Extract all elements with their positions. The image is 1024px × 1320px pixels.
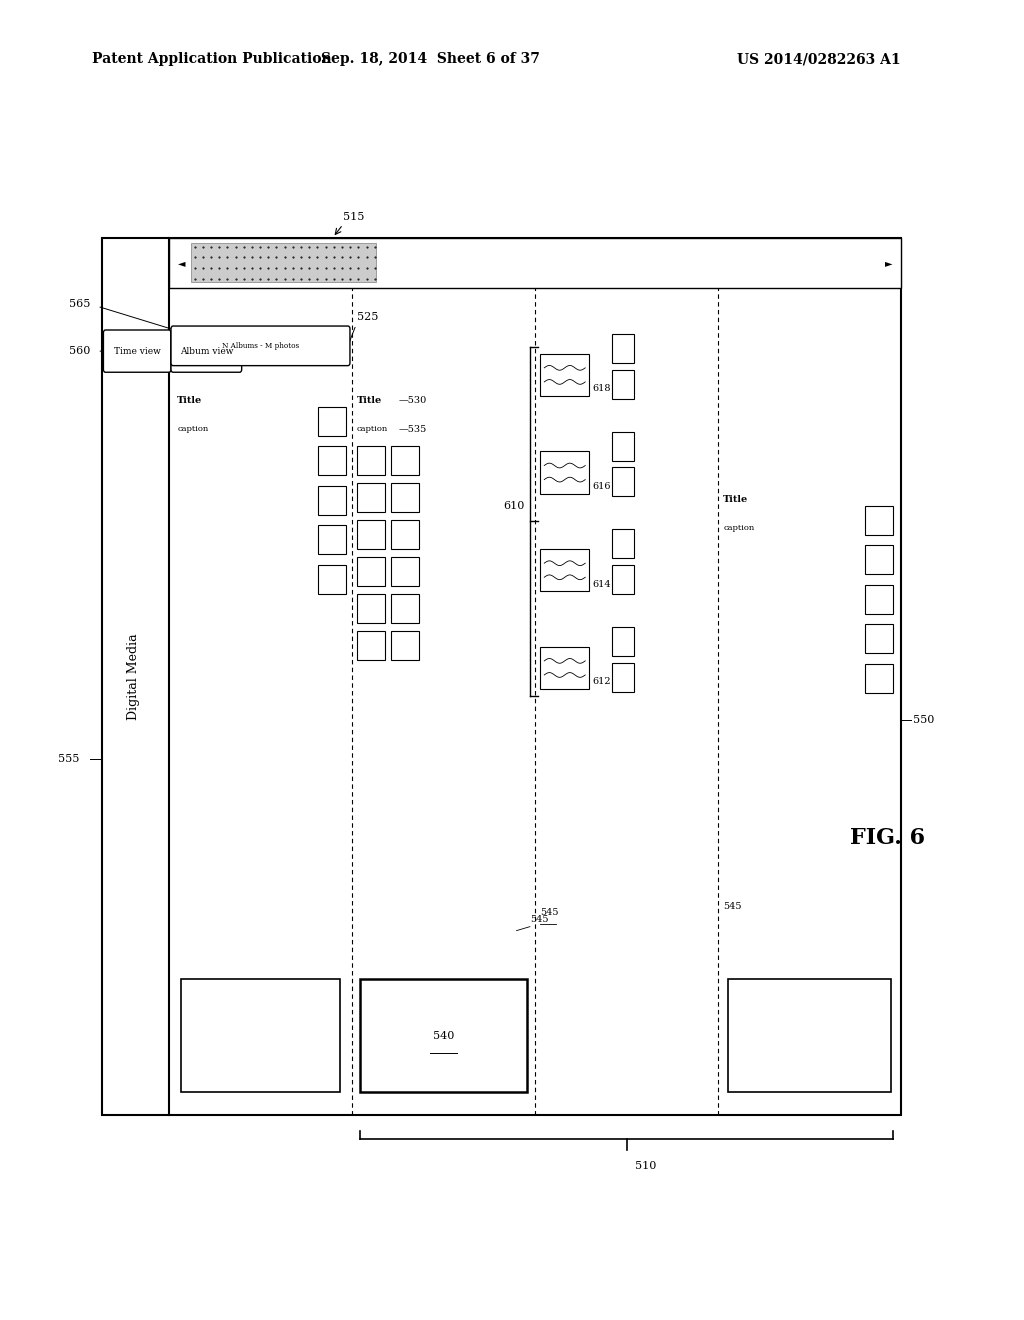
Text: caption: caption [723, 524, 755, 532]
Bar [318, 565, 346, 594]
Bar [865, 585, 893, 614]
Bar [612, 467, 635, 496]
Bar [865, 506, 893, 535]
Text: ◄: ◄ [177, 257, 185, 268]
Text: Title: Title [357, 396, 382, 405]
Bar [102, 238, 901, 1115]
Text: Title: Title [177, 396, 203, 405]
Text: 560: 560 [69, 346, 90, 356]
Bar [612, 627, 635, 656]
Text: caption: caption [357, 425, 388, 433]
Bar [391, 594, 419, 623]
Bar [865, 545, 893, 574]
Text: 565: 565 [69, 298, 90, 309]
Text: Time view: Time view [114, 347, 161, 355]
Text: FIG. 6: FIG. 6 [850, 828, 925, 849]
Bar [541, 451, 590, 494]
Text: Title: Title [723, 495, 749, 504]
Bar [541, 354, 590, 396]
Bar [169, 238, 901, 288]
Bar [391, 446, 419, 475]
Text: 515: 515 [343, 211, 365, 222]
Text: 545: 545 [530, 915, 549, 924]
Text: Album view: Album view [179, 347, 233, 355]
Text: 610: 610 [504, 500, 525, 511]
Text: 618: 618 [593, 384, 611, 393]
Text: caption: caption [177, 425, 209, 433]
Bar [391, 557, 419, 586]
Bar [360, 979, 526, 1092]
Text: Patent Application Publication: Patent Application Publication [92, 53, 332, 66]
Text: ►: ► [885, 257, 893, 268]
Text: 614: 614 [593, 579, 611, 589]
Bar [357, 446, 385, 475]
Bar [318, 446, 346, 475]
FancyBboxPatch shape [171, 330, 242, 372]
Text: 510: 510 [635, 1160, 656, 1171]
Bar [391, 520, 419, 549]
Bar [612, 529, 635, 558]
Text: 550: 550 [913, 715, 935, 726]
Text: US 2014/0282263 A1: US 2014/0282263 A1 [737, 53, 901, 66]
Bar [541, 647, 590, 689]
Bar [612, 370, 635, 399]
Bar [318, 525, 346, 554]
Bar [612, 334, 635, 363]
Bar [391, 631, 419, 660]
Text: —535: —535 [398, 425, 426, 434]
Bar [318, 486, 346, 515]
FancyBboxPatch shape [103, 330, 171, 372]
Bar [612, 565, 635, 594]
Text: 612: 612 [593, 677, 611, 686]
Text: N Albums - M photos: N Albums - M photos [222, 342, 299, 350]
Bar [865, 624, 893, 653]
Text: 555: 555 [58, 754, 80, 764]
Bar [541, 549, 590, 591]
Bar [191, 243, 376, 282]
Bar [391, 483, 419, 512]
Bar [728, 979, 891, 1092]
Bar [181, 979, 340, 1092]
FancyBboxPatch shape [171, 326, 350, 366]
Bar [865, 664, 893, 693]
Text: 525: 525 [357, 312, 379, 322]
Bar [612, 663, 635, 692]
Bar [357, 557, 385, 586]
Bar [318, 407, 346, 436]
Bar [357, 631, 385, 660]
Text: Sep. 18, 2014  Sheet 6 of 37: Sep. 18, 2014 Sheet 6 of 37 [321, 53, 540, 66]
Text: 540: 540 [433, 1031, 455, 1040]
Bar [357, 483, 385, 512]
Text: 545: 545 [723, 902, 741, 911]
Bar [357, 520, 385, 549]
Text: —530: —530 [398, 396, 426, 405]
Bar [612, 432, 635, 461]
Text: 616: 616 [593, 482, 611, 491]
Text: 545: 545 [541, 908, 559, 917]
Bar [357, 594, 385, 623]
Text: Digital Media: Digital Media [127, 634, 139, 719]
